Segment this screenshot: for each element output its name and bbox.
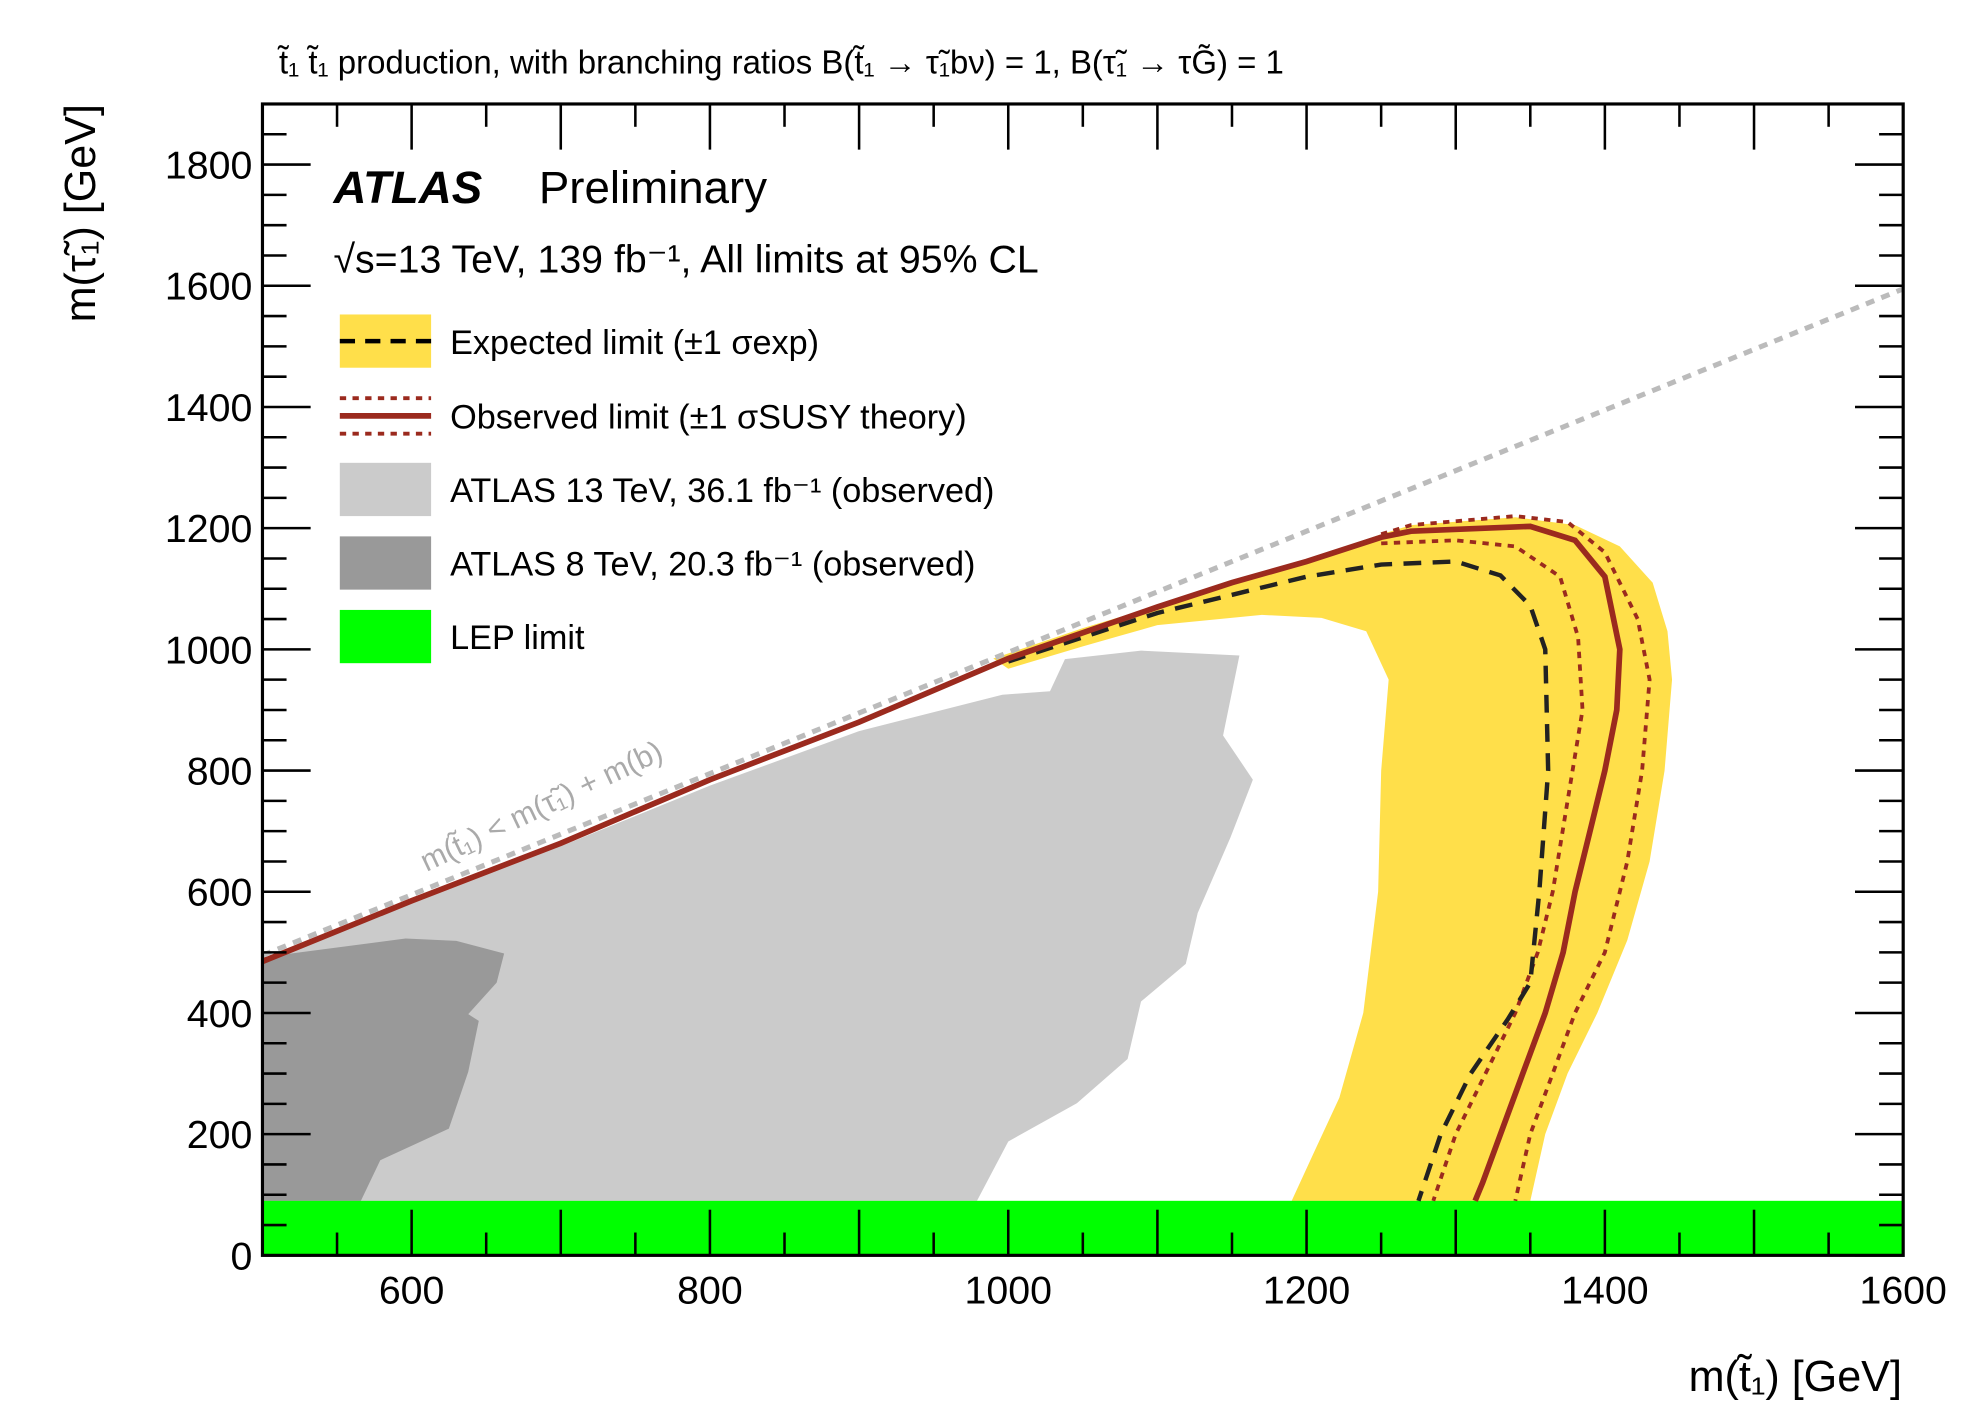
expected-band: [993, 517, 1673, 1201]
x-tick-label: 800: [677, 1269, 743, 1313]
y-tick-label: 1600: [165, 265, 252, 309]
x-tick-label: 1600: [1859, 1269, 1946, 1313]
expected-limit: [1007, 559, 1551, 1202]
legend-label-atlas8: ATLAS 8 TeV, 20.3 fb⁻¹ (observed): [450, 546, 975, 584]
atlas-8tev-region: [262, 938, 505, 1201]
legend-label-observed: Observed limit (±1 σSUSY theory): [450, 399, 967, 437]
chart-title: t̃₁ t̃₁ production, with branching ratio…: [277, 43, 1284, 80]
legend-swatch-lep: [339, 609, 432, 664]
y-tick-label: 1800: [165, 144, 252, 188]
observed-theory-up: [1380, 514, 1652, 1202]
y-tick-label: 1400: [165, 386, 252, 430]
x-tick-label: 1200: [1263, 1269, 1350, 1313]
y-tick-label: 1200: [165, 507, 252, 551]
y-axis-label: m(τ̃₁) [GeV]: [57, 104, 105, 322]
legend-label-atlas13: ATLAS 13 TeV, 36.1 fb⁻¹ (observed): [450, 472, 994, 510]
kinematic-diagonal: [262, 286, 1904, 958]
x-axis-label: m(t̃₁) [GeV]: [1689, 1353, 1902, 1401]
legend-swatch-atlas8: [339, 536, 432, 590]
legend-label-expected: Expected limit (±1 σexp): [450, 324, 819, 362]
y-tick-label: 1000: [165, 628, 252, 672]
x-tick-label: 1000: [965, 1269, 1052, 1313]
legend-label-lep: LEP limit: [450, 619, 585, 657]
y-tick-label: 800: [187, 750, 253, 794]
y-tick-label: 200: [187, 1113, 253, 1157]
observed-theory-down: [1381, 538, 1585, 1202]
x-tick-label: 1400: [1561, 1269, 1648, 1313]
atlas-sublabel: Preliminary: [539, 162, 767, 213]
y-tick-label: 0: [230, 1234, 252, 1278]
energy-label: √s=13 TeV, 139 fb⁻¹, All limits at 95% C…: [333, 238, 1038, 282]
legend-swatch-atlas13: [339, 462, 432, 517]
legend-entry-expected: Expected limit (±1 σexp): [339, 314, 819, 368]
legend-entry-lep: LEP limit: [339, 609, 585, 664]
observed-limit: [262, 523, 1623, 1202]
legend-entry-atlas13: ATLAS 13 TeV, 36.1 fb⁻¹ (observed): [339, 462, 994, 517]
x-tick-label: 600: [379, 1269, 445, 1313]
atlas-label: ATLAS: [332, 162, 482, 213]
legend-entry-observed: Observed limit (±1 σSUSY theory): [339, 396, 967, 437]
y-tick-label: 600: [187, 871, 253, 915]
legend-entry-atlas8: ATLAS 8 TeV, 20.3 fb⁻¹ (observed): [339, 536, 975, 590]
atlas-13tev-region: [262, 650, 1253, 1201]
y-tick-label: 400: [187, 992, 253, 1036]
